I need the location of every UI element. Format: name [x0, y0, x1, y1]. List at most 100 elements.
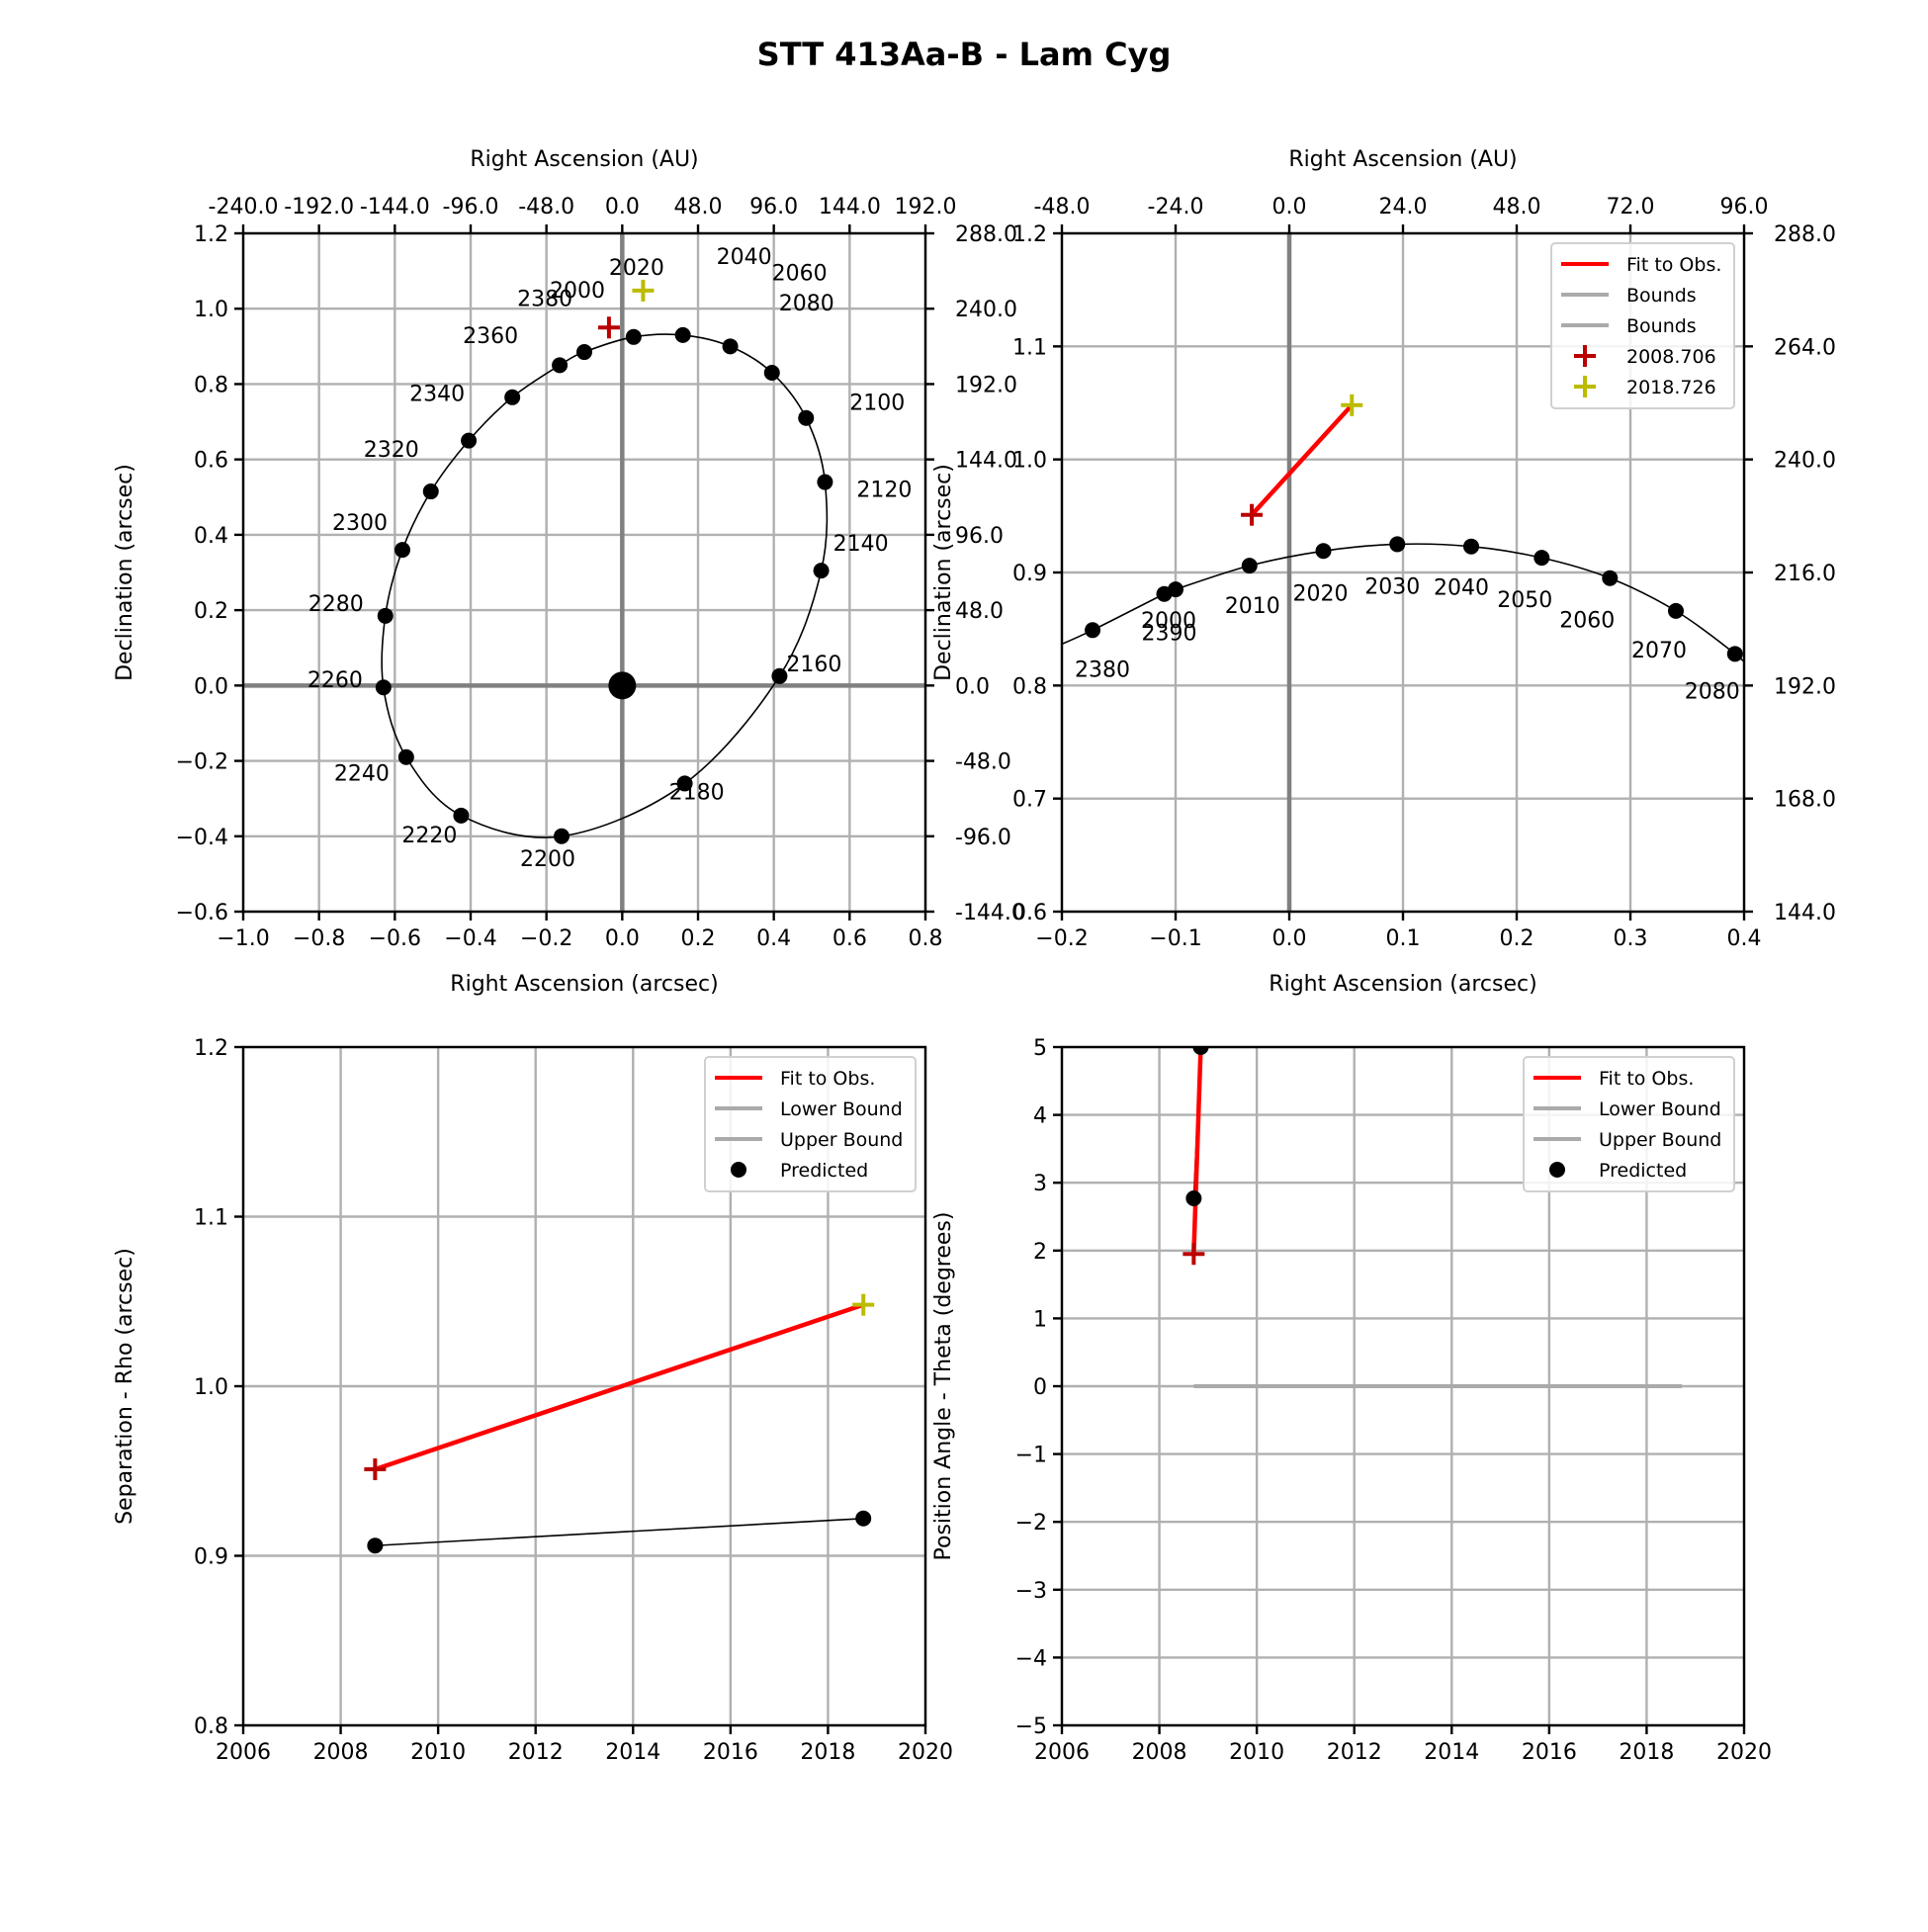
predicted-year-label: 2380: [1075, 658, 1130, 682]
predicted-point: [771, 667, 788, 684]
ytick-label: 1: [1033, 1307, 1047, 1332]
right-tick-label: 240.0: [955, 298, 1017, 322]
predicted-point: [1315, 543, 1332, 560]
predicted-point: [1389, 536, 1406, 553]
fit-line: [374, 1302, 864, 1472]
top-axis-label: Right Ascension (AU): [1288, 147, 1517, 172]
xtick-label: −0.4: [444, 926, 496, 951]
top-tick-label: -48.0: [518, 195, 574, 220]
x-axis-label: Right Ascension (arcsec): [450, 972, 718, 997]
legend: Fit to Obs. Lower Bound Upper Bound Predict…: [1523, 1056, 1735, 1192]
predicted-point: [855, 1510, 872, 1527]
ytick-label: 1.2: [1012, 222, 1047, 247]
y-axis-label: Separation - Rho (arcsec): [113, 1248, 137, 1525]
predicted-point: [1168, 581, 1183, 598]
predicted-point: [1668, 602, 1684, 619]
predicted-point: [676, 775, 693, 792]
legend-label: Fit to Obs.: [780, 1068, 875, 1090]
predicted-year-label: 2010: [1225, 594, 1280, 619]
primary-star: [608, 671, 637, 700]
predicted-point: [422, 483, 439, 500]
predicted-year-label: 2080: [1685, 679, 1740, 704]
top-tick-label: 48.0: [674, 195, 723, 220]
predicted-year-label: 2380: [517, 287, 572, 311]
predicted-year-label: 2140: [833, 532, 889, 557]
xtick-label: 2014: [1424, 1740, 1479, 1765]
xtick-label: −0.2: [520, 926, 572, 951]
ytick-label: −2: [1015, 1511, 1047, 1536]
legend-label: Predicted: [780, 1160, 868, 1182]
ytick-label: −0.6: [176, 901, 228, 925]
predicted-year-label: 2020: [609, 256, 664, 281]
predicted-point: [377, 607, 394, 624]
predicted-year-label: 2000: [1141, 609, 1196, 634]
ytick-label: 0.9: [194, 1545, 228, 1570]
predicted-point: [461, 432, 478, 449]
xtick-label: −0.8: [293, 926, 345, 951]
predicted-year-label: 2160: [786, 653, 841, 677]
xtick-label: 0.8: [909, 926, 943, 951]
predicted-point: [1185, 1189, 1202, 1206]
legend: Fit to Obs. Bounds Bounds 2008.706 2018.726: [1550, 242, 1735, 409]
right-tick-label: 144.0: [1774, 901, 1836, 925]
legend-label: Lower Bound: [780, 1098, 903, 1120]
fit-line: [1191, 1047, 1203, 1255]
top-tick-label: 24.0: [1379, 195, 1428, 220]
legend-label: 2008.706: [1626, 346, 1716, 368]
fit-line: [1250, 403, 1354, 517]
xtick-label: 0.3: [1614, 926, 1648, 951]
ytick-label: 0.9: [1012, 562, 1047, 586]
predicted-year-label: 2070: [1631, 639, 1687, 663]
xtick-label: 2016: [703, 1740, 758, 1765]
legend-key-predicted: [1549, 1162, 1565, 1178]
y-axis-label: Declination (arcsec): [113, 464, 137, 681]
predicted-year-label: 2040: [717, 245, 772, 270]
predicted-point: [798, 409, 815, 426]
legend-label: Bounds: [1626, 315, 1697, 337]
legend-label: Fit to Obs.: [1599, 1068, 1694, 1090]
legend-label: Upper Bound: [780, 1129, 903, 1151]
xtick-label: −1.0: [217, 926, 269, 951]
xtick-label: 0.0: [605, 926, 640, 951]
xtick-label: 0.2: [1500, 926, 1534, 951]
ytick-label: 0.6: [194, 449, 228, 474]
xtick-label: 2006: [1034, 1740, 1090, 1765]
predicted-point: [1534, 550, 1550, 567]
panels: 2020 204020602080210021202140216021802200…: [113, 147, 1836, 1765]
top-tick-label: 48.0: [1493, 195, 1541, 220]
legend-label: Bounds: [1626, 285, 1697, 307]
data-layer: [364, 1293, 875, 1554]
legend-box: [1550, 242, 1735, 409]
right-tick-label: 240.0: [1774, 449, 1836, 474]
xtick-label: −0.2: [1035, 926, 1088, 951]
right-tick-label: 144.0: [955, 449, 1017, 474]
ytick-label: 0.8: [1012, 674, 1047, 699]
predicted-point: [1463, 538, 1479, 555]
figure-title: STT 413Aa-B - Lam Cyg: [757, 36, 1172, 73]
right-tick-label: 216.0: [1774, 562, 1836, 586]
legend-label: Lower Bound: [1599, 1098, 1721, 1120]
panel-separation: 2006 2008 2010 2012 2014 2016 2018 2020 0.8 0.9 1.…: [113, 1036, 953, 1765]
ytick-label: 5: [1033, 1036, 1047, 1061]
ytick-label: 0.6: [1012, 901, 1047, 925]
predicted-point: [367, 1537, 384, 1554]
predicted-year-label: 2320: [364, 438, 419, 463]
xtick-label: 2010: [410, 1740, 466, 1765]
predicted-year-label: 2080: [779, 292, 834, 316]
top-tick-label: 72.0: [1607, 195, 1655, 220]
xtick-label: 2008: [1132, 1740, 1187, 1765]
predicted-point: [1726, 646, 1743, 662]
xtick-label: 2020: [898, 1740, 953, 1765]
ytick-label: 4: [1033, 1104, 1047, 1129]
axes-frame: [241, 231, 927, 914]
right-tick-label: 288.0: [1774, 222, 1836, 247]
predicted-point: [1602, 570, 1619, 586]
predicted-point: [674, 326, 691, 343]
xtick-label: 2008: [313, 1740, 369, 1765]
top-tick-label: -96.0: [443, 195, 499, 220]
panel-position_angle: 2006 2008 2010 2012 2014 2016 2018 2020−5−4−3−2…: [931, 1036, 1772, 1765]
ytick-label: 0.0: [194, 674, 228, 699]
ytick-label: 1.2: [194, 222, 228, 247]
ytick-label: 1.0: [194, 1375, 228, 1400]
